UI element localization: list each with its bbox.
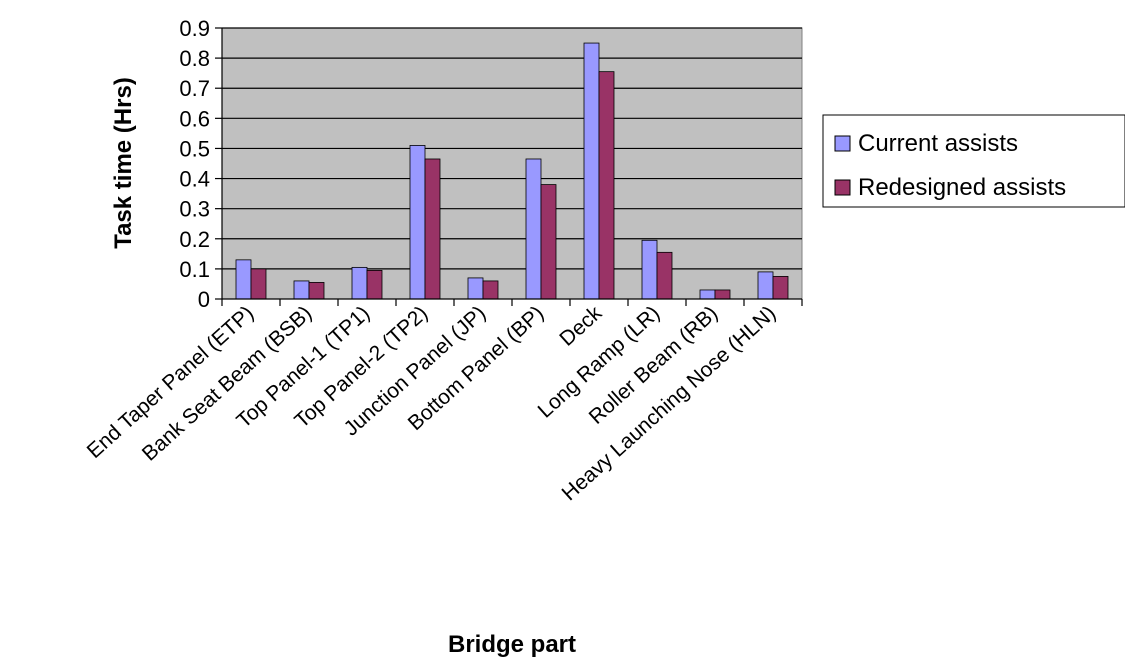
x-tick-labels: End Taper Panel (ETP)Bank Seat Beam (BSB… <box>83 301 781 505</box>
bar-current <box>409 145 426 300</box>
legend-label-current: Current assists <box>858 130 1018 157</box>
x-category-label: Deck <box>555 301 606 350</box>
bar-redesigned <box>308 282 325 300</box>
y-tick-label: 0.6 <box>179 106 210 131</box>
bar-current <box>641 239 658 300</box>
bars <box>235 42 789 300</box>
bar-redesigned <box>772 276 789 300</box>
bar-redesigned <box>714 289 731 300</box>
axes <box>215 27 803 306</box>
y-tick-label: 0.4 <box>179 167 210 192</box>
y-tick-label: 0.1 <box>179 257 210 282</box>
legend: Current assists Redesigned assists <box>822 114 1125 208</box>
bar-current <box>525 158 542 300</box>
y-tick-label: 0.5 <box>179 136 210 161</box>
plot-area <box>221 27 803 300</box>
y-tick-label: 0.3 <box>179 197 210 222</box>
bar-redesigned <box>250 268 267 300</box>
bar-current <box>583 42 600 300</box>
y-axis-title: Task time (Hrs) <box>110 77 137 249</box>
bar-current <box>757 271 774 300</box>
legend-swatch-current <box>834 135 851 152</box>
y-tick-label: 0 <box>198 287 210 312</box>
bar-redesigned <box>656 251 673 300</box>
legend-swatch-redesigned <box>834 179 851 196</box>
y-tick-label: 0.2 <box>179 227 210 252</box>
y-tick-label: 0.8 <box>179 46 210 71</box>
bar-current <box>235 259 252 300</box>
bar-redesigned <box>540 184 557 300</box>
x-axis-title: Bridge part <box>448 631 576 658</box>
legend-label-redesigned: Redesigned assists <box>858 174 1066 201</box>
legend-box <box>822 114 1125 208</box>
bar-current <box>351 266 368 300</box>
bar-redesigned <box>366 269 383 300</box>
bar-current <box>467 277 484 300</box>
bar-redesigned <box>424 158 441 300</box>
bar-current <box>699 289 716 300</box>
bar-current <box>293 280 310 300</box>
y-tick-label: 0.7 <box>179 76 210 101</box>
y-tick-label: 0.9 <box>179 16 210 41</box>
bar-redesigned <box>482 280 499 300</box>
gridlines <box>222 27 802 270</box>
y-tick-labels: 0 0.1 0.2 0.3 0.4 0.5 0.6 0.7 0.8 0.9 <box>179 16 210 312</box>
bar-redesigned <box>598 71 615 300</box>
